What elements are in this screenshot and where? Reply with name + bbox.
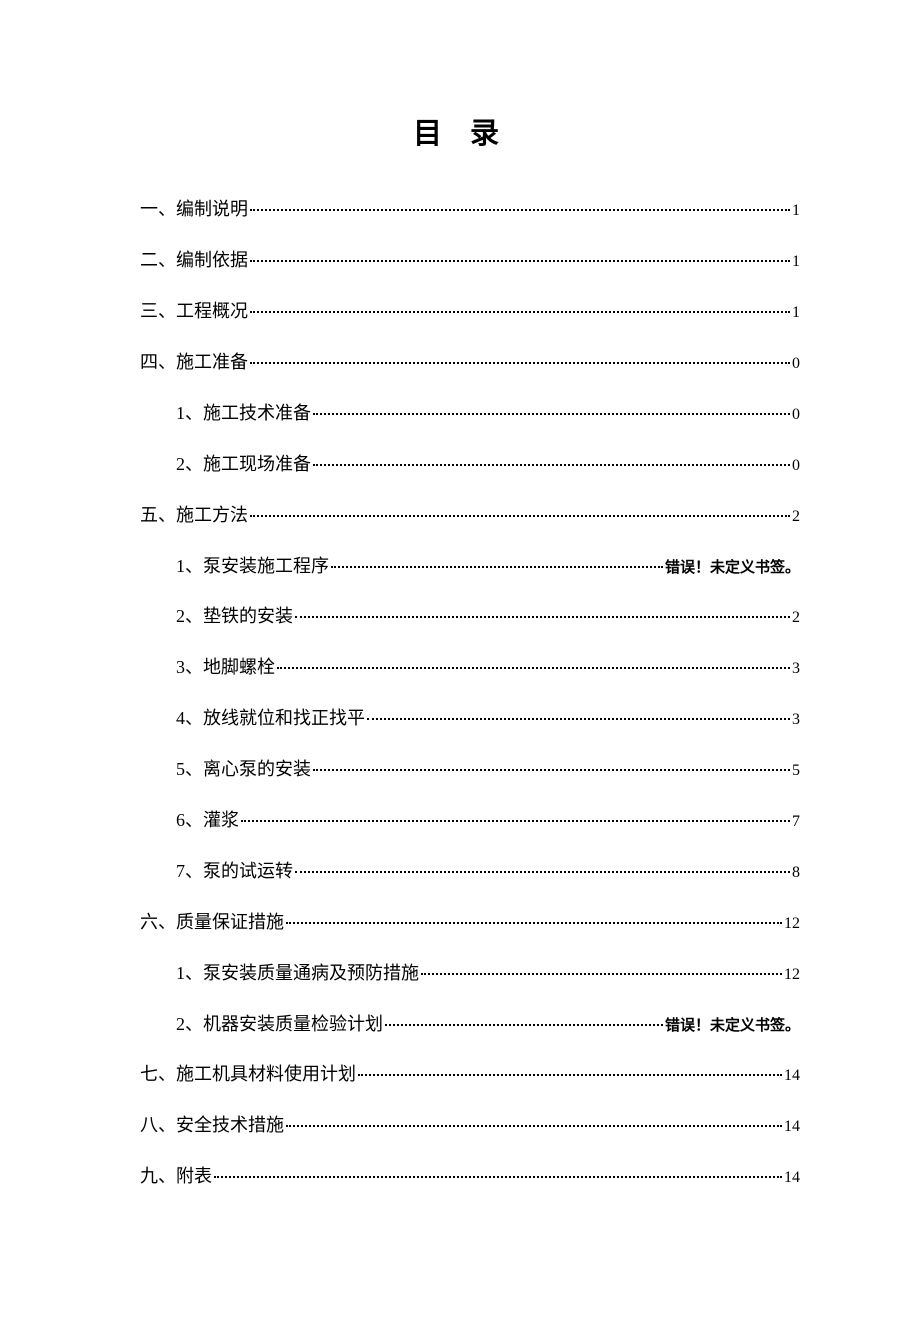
toc-leader-dots	[295, 616, 790, 618]
toc-entry: 2、机器安装质量检验计划 错误！未定义书签。	[140, 1015, 800, 1033]
document-page: 目录 一、编制说明 1 二、编制依据 1 三、工程概况 1 四、施工准备 0 1、施工技术准备 0…	[0, 0, 920, 1318]
toc-leader-dots	[250, 209, 790, 211]
toc-entry: 1、泵安装施工程序 错误！未定义书签。	[140, 557, 800, 575]
toc-entry-label: 2、施工现场准备	[176, 455, 311, 473]
toc-entry-page: 0	[792, 458, 800, 474]
toc-entry-page: 14	[784, 1170, 800, 1186]
toc-entry: 九、附表 14	[140, 1167, 800, 1186]
toc-entry: 1、施工技术准备 0	[140, 404, 800, 423]
toc-leader-dots	[385, 1024, 663, 1026]
toc-entry-label: 九、附表	[140, 1167, 212, 1185]
toc-leader-dots	[313, 769, 790, 771]
toc-entry-label: 6、灌浆	[176, 811, 239, 829]
toc-leader-dots	[331, 566, 663, 568]
toc-entry: 6、灌浆 7	[140, 811, 800, 830]
toc-entry-label: 1、泵安装施工程序	[176, 557, 329, 575]
toc-leader-dots	[358, 1074, 782, 1076]
toc-leader-dots	[250, 362, 790, 364]
toc-entry-label: 八、安全技术措施	[140, 1116, 284, 1134]
toc-entry-page: 1	[792, 305, 800, 321]
toc-entry: 1、泵安装质量通病及预防措施 12	[140, 964, 800, 983]
toc-leader-dots	[241, 820, 790, 822]
toc-entry: 五、施工方法 2	[140, 506, 800, 525]
toc-entry-label: 六、质量保证措施	[140, 913, 284, 931]
toc-entry-label: 三、工程概况	[140, 302, 248, 320]
toc-entry: 3、地脚螺栓 3	[140, 658, 800, 677]
toc-entry: 六、质量保证措施 12	[140, 913, 800, 932]
toc-leader-dots	[421, 973, 782, 975]
toc-leader-dots	[277, 667, 790, 669]
toc-entry-page: 12	[784, 967, 800, 983]
toc-entry-page: 1	[792, 203, 800, 219]
toc-entry-page: 8	[792, 865, 800, 881]
toc-entry: 二、编制依据 1	[140, 251, 800, 270]
toc-list: 一、编制说明1二、编制依据1三、工程概况1四、施工准备01、施工技术准备02、施…	[140, 200, 800, 1186]
toc-entry-page: 0	[792, 407, 800, 423]
toc-entry: 七、施工机具材料使用计划 14	[140, 1065, 800, 1084]
toc-leader-dots	[367, 718, 790, 720]
toc-entry-label: 4、放线就位和找正找平	[176, 709, 365, 727]
toc-entry: 7、泵的试运转 8	[140, 862, 800, 881]
toc-leader-dots	[313, 464, 790, 466]
toc-entry-label: 2、垫铁的安装	[176, 607, 293, 625]
toc-entry-label: 五、施工方法	[140, 506, 248, 524]
toc-entry-label: 1、施工技术准备	[176, 404, 311, 422]
toc-entry-page: 2	[792, 509, 800, 525]
toc-entry-page: 7	[792, 814, 800, 830]
toc-entry: 2、施工现场准备 0	[140, 455, 800, 474]
toc-entry-page: 3	[792, 712, 800, 728]
toc-leader-dots	[313, 413, 790, 415]
toc-entry: 4、放线就位和找正找平 3	[140, 709, 800, 728]
toc-entry: 三、工程概况 1	[140, 302, 800, 321]
toc-entry-label: 7、泵的试运转	[176, 862, 293, 880]
toc-entry-label: 2、机器安装质量检验计划	[176, 1015, 383, 1033]
toc-entry-page-error: 错误！未定义书签。	[665, 560, 800, 575]
toc-entry-page: 14	[784, 1119, 800, 1135]
toc-entry-page: 2	[792, 610, 800, 626]
toc-entry-page: 14	[784, 1068, 800, 1084]
toc-leader-dots	[250, 311, 790, 313]
toc-entry: 四、施工准备 0	[140, 353, 800, 372]
toc-entry-page: 0	[792, 356, 800, 372]
toc-entry-label: 七、施工机具材料使用计划	[140, 1065, 356, 1083]
toc-entry: 5、离心泵的安装 5	[140, 760, 800, 779]
toc-leader-dots	[286, 1125, 782, 1127]
toc-leader-dots	[286, 922, 782, 924]
toc-entry-label: 一、编制说明	[140, 200, 248, 218]
toc-entry-label: 5、离心泵的安装	[176, 760, 311, 778]
toc-leader-dots	[295, 871, 790, 873]
toc-title: 目录	[140, 110, 800, 152]
toc-entry-label: 四、施工准备	[140, 353, 248, 371]
toc-leader-dots	[214, 1176, 782, 1178]
toc-leader-dots	[250, 260, 790, 262]
toc-entry-label: 3、地脚螺栓	[176, 658, 275, 676]
toc-entry-page-error: 错误！未定义书签。	[665, 1018, 800, 1033]
toc-entry: 2、垫铁的安装 2	[140, 607, 800, 626]
toc-leader-dots	[250, 515, 790, 517]
toc-entry: 八、安全技术措施 14	[140, 1116, 800, 1135]
toc-entry-page: 1	[792, 254, 800, 270]
toc-entry-page: 5	[792, 763, 800, 779]
toc-entry: 一、编制说明 1	[140, 200, 800, 219]
toc-entry-label: 1、泵安装质量通病及预防措施	[176, 964, 419, 982]
toc-entry-page: 12	[784, 916, 800, 932]
toc-entry-label: 二、编制依据	[140, 251, 248, 269]
toc-entry-page: 3	[792, 661, 800, 677]
